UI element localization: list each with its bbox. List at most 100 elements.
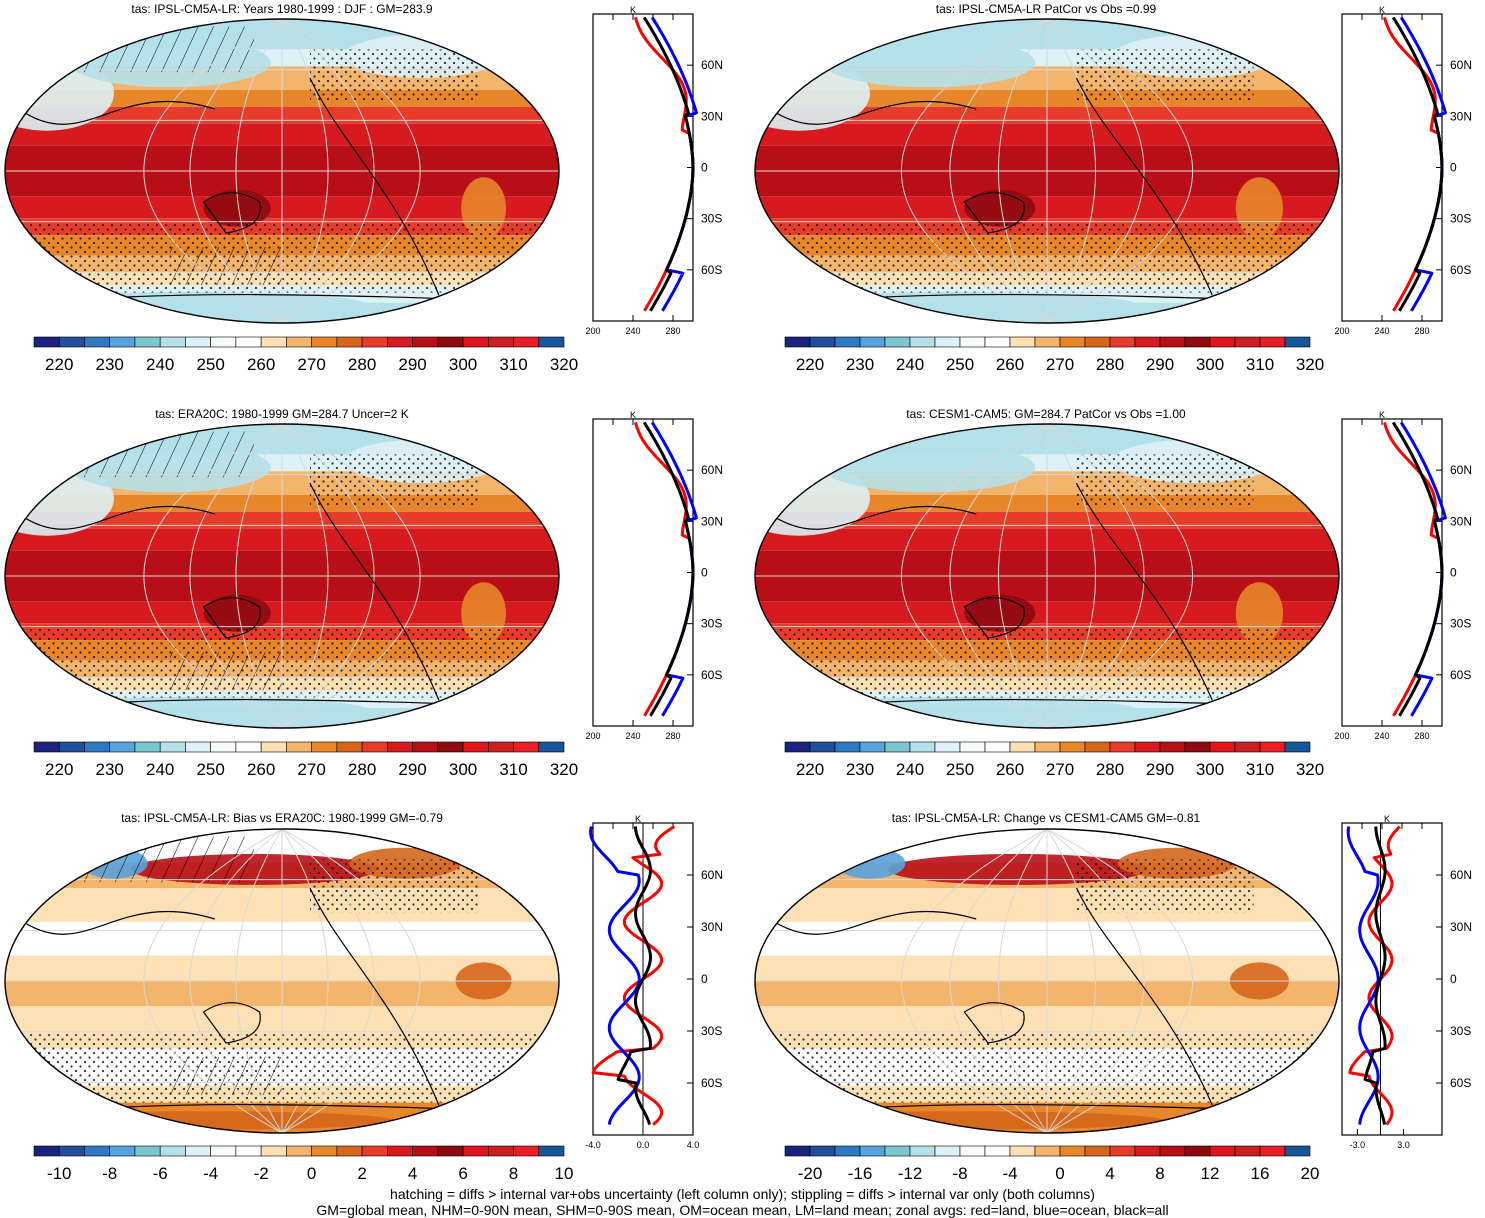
colorbar-swatch bbox=[260, 336, 287, 348]
colorbar-swatch bbox=[1259, 1145, 1286, 1157]
x-tick-label: 240 bbox=[1374, 731, 1389, 741]
lat-label: 60S bbox=[701, 1076, 722, 1090]
meridian-line bbox=[1046, 424, 1145, 728]
ocean-curve bbox=[650, 16, 698, 312]
map-outline bbox=[754, 423, 1340, 729]
colorbar-swatch bbox=[159, 336, 186, 348]
all-curve bbox=[1391, 421, 1444, 717]
panel-title: tas: IPSL-CM5A-LR: Years 1980-1999 : DJF… bbox=[131, 2, 433, 16]
colorbar-swatch bbox=[235, 336, 262, 348]
colorbar-swatch bbox=[260, 741, 287, 753]
colorbar-swatch bbox=[1209, 741, 1236, 753]
colorbar-label: 250 bbox=[196, 760, 224, 779]
colorbar-swatch bbox=[361, 741, 388, 753]
colorbar-swatch bbox=[134, 1145, 161, 1157]
colorbar-swatch bbox=[934, 741, 961, 753]
colorbar-label: 310 bbox=[1246, 355, 1274, 374]
lat-label: 0 bbox=[701, 972, 708, 986]
colorbar-swatch bbox=[1234, 336, 1261, 348]
x-tick-label: 280 bbox=[665, 326, 680, 336]
colorbar-label: 220 bbox=[796, 355, 824, 374]
coastline bbox=[309, 77, 440, 296]
meridian-line bbox=[1046, 19, 1096, 323]
colorbar-swatch bbox=[159, 741, 186, 753]
lat-label: 30N bbox=[701, 109, 723, 123]
meridian-line bbox=[235, 829, 283, 1133]
colorbar-swatch bbox=[286, 336, 312, 348]
meridian-line bbox=[281, 829, 329, 1133]
map-outline bbox=[754, 18, 1340, 324]
colorbar-swatch bbox=[336, 1145, 363, 1157]
lat-label: 0 bbox=[1450, 972, 1457, 986]
colorbar-label: 320 bbox=[1296, 760, 1324, 779]
colorbar-swatch bbox=[260, 1145, 287, 1157]
panel-title: tas: IPSL-CM5A-LR: Change vs CESM1-CAM5 … bbox=[891, 811, 1201, 825]
meridian-line bbox=[949, 424, 1048, 728]
colorbar-swatch bbox=[859, 741, 886, 753]
stippling bbox=[1076, 859, 1254, 913]
meridian-line bbox=[998, 19, 1048, 323]
all-curve bbox=[642, 421, 695, 717]
colorbar-label: 310 bbox=[1246, 760, 1274, 779]
lat-label: 0 bbox=[701, 161, 708, 175]
colorbar-swatch bbox=[311, 336, 338, 348]
colorbar-swatch bbox=[1034, 1145, 1061, 1157]
land-curve bbox=[634, 17, 695, 312]
colorbar-label: -4 bbox=[203, 1164, 218, 1183]
colorbar-swatch bbox=[1159, 741, 1186, 753]
colorbar-swatch bbox=[513, 741, 540, 753]
colorbar-label: 12 bbox=[1201, 1164, 1220, 1183]
colorbar-swatch bbox=[462, 336, 489, 348]
meridian-line bbox=[281, 829, 375, 1133]
colorbar-swatch bbox=[959, 336, 986, 348]
colorbar-label: -8 bbox=[102, 1164, 117, 1183]
colorbar-swatch bbox=[58, 741, 85, 753]
colorbar-swatch bbox=[538, 1145, 565, 1157]
coastline bbox=[18, 505, 215, 530]
colorbar-swatch bbox=[210, 1145, 237, 1157]
colorbar-label: -2 bbox=[254, 1164, 269, 1183]
lat-label: 60N bbox=[701, 463, 723, 477]
colorbar-swatch bbox=[1159, 1145, 1186, 1157]
all-curve bbox=[1363, 826, 1387, 1125]
colorbar-swatch bbox=[834, 1145, 861, 1157]
colorbar-swatch bbox=[1234, 741, 1261, 753]
colorbar-swatch bbox=[462, 1145, 489, 1157]
lat-label: 0 bbox=[1450, 161, 1457, 175]
colorbar-label: 270 bbox=[297, 760, 325, 779]
colorbar-swatch bbox=[185, 1145, 211, 1157]
lat-label: 60S bbox=[1450, 1076, 1471, 1090]
colorbar-label: 300 bbox=[449, 355, 477, 374]
lat-label: 30S bbox=[1450, 212, 1471, 226]
lat-label: 30S bbox=[701, 212, 722, 226]
colorbar-swatch bbox=[336, 336, 363, 348]
colorbar-swatch bbox=[984, 741, 1011, 753]
zonal-unit-label: K bbox=[630, 410, 636, 420]
colorbar: 220 230 240 250 260 270 280 290 300 310 320 bbox=[33, 741, 578, 779]
colorbar-swatch bbox=[538, 741, 565, 753]
colorbar-swatch bbox=[1109, 336, 1136, 348]
ocean-curve bbox=[650, 421, 698, 717]
colorbar-swatch bbox=[884, 741, 911, 753]
map-outline bbox=[4, 18, 560, 324]
x-tick-label: 200 bbox=[585, 731, 600, 741]
colorbar-swatch bbox=[513, 1145, 540, 1157]
x-tick-label: 280 bbox=[1414, 326, 1429, 336]
meridian-line bbox=[281, 19, 421, 323]
meridian-line bbox=[1046, 19, 1194, 323]
colorbar-label: 310 bbox=[499, 760, 527, 779]
lat-label: 60N bbox=[1450, 868, 1472, 882]
meridian-line bbox=[281, 424, 329, 728]
map-field bbox=[755, 424, 1339, 728]
zonal-unit-label: K bbox=[1384, 814, 1390, 824]
colorbar-label: 8 bbox=[1155, 1164, 1164, 1183]
colorbar-swatch bbox=[959, 1145, 986, 1157]
colorbar-swatch bbox=[1209, 336, 1236, 348]
colorbar-swatch bbox=[387, 336, 413, 348]
colorbar-swatch bbox=[1284, 336, 1311, 348]
region-patch bbox=[834, 847, 906, 879]
lat-label: 30N bbox=[701, 514, 723, 528]
colorbar-label: 230 bbox=[846, 760, 874, 779]
colorbar-label: 260 bbox=[996, 760, 1024, 779]
meridian-line bbox=[143, 829, 283, 1133]
